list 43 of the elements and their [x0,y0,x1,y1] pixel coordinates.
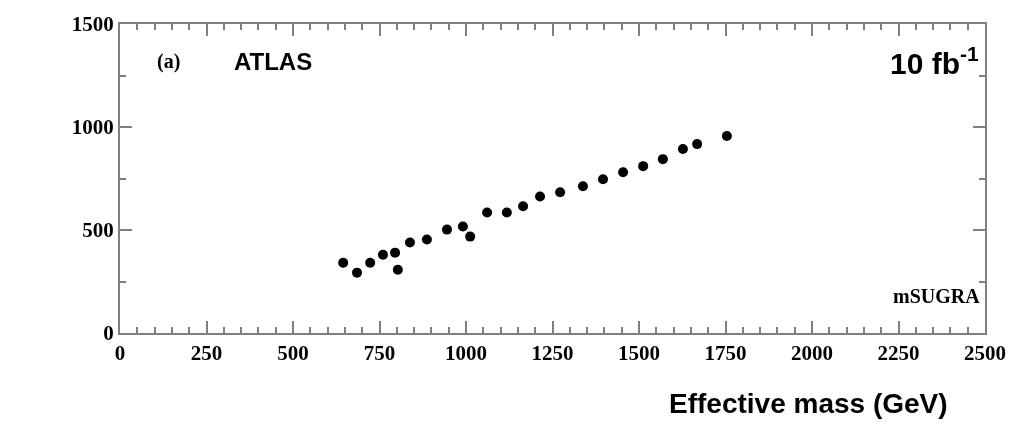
point [501,207,512,218]
x-tick-label: 2000 [791,341,833,366]
x-tick-label: 1250 [531,341,574,366]
point [555,187,566,198]
point [365,257,376,268]
x-tick-label: 1750 [704,341,747,366]
point [421,234,432,245]
point [441,224,452,235]
x-axis-title: Effective mass (GeV) [669,388,948,419]
point [677,144,688,155]
point [518,201,529,212]
point [338,257,349,268]
point [465,231,476,242]
point [657,154,668,165]
annotation: (a) [157,50,181,73]
x-tick-label: 1000 [445,341,487,366]
y-tick-label: 1000 [71,115,114,140]
x-tick-label: 2500 [964,341,1006,366]
point [535,191,546,202]
x-tick-label: 250 [190,341,223,366]
annotation: ATLAS [234,48,313,75]
annotation: mSUGRA [893,285,981,307]
point [618,167,629,178]
y-tick-label: 500 [82,218,114,243]
point [457,221,468,232]
point [392,264,403,275]
point [404,237,415,248]
point [377,249,388,260]
y-tick-label: 1500 [71,12,114,37]
point [638,161,649,172]
point [721,131,732,142]
point [598,174,609,185]
point [482,207,493,218]
y-tick-label: 0 [103,321,114,346]
annotation: 10 fb$^{-1}$ [890,42,980,80]
x-tick-label: 750 [363,341,396,366]
point [577,181,588,192]
point [352,267,363,278]
point [390,247,401,258]
x-tick-label: 2250 [877,341,920,366]
x-tick-label: 500 [277,341,309,366]
x-tick-label: 1500 [618,341,660,366]
point [692,139,703,150]
